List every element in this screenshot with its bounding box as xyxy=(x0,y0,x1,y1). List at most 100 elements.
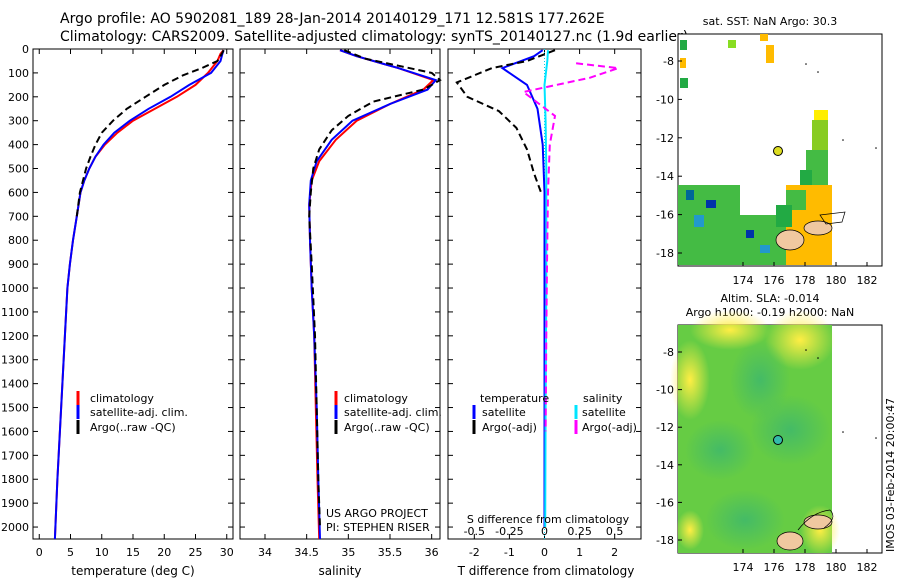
map-x-tick-label: 182 xyxy=(857,561,878,574)
legend-salinity-heading: salinity xyxy=(583,392,623,405)
legend-sal-argo: Argo(-adj) xyxy=(582,421,637,434)
y-tick-label: 600 xyxy=(8,186,29,199)
legend-sal-satellite: satellite xyxy=(582,406,626,419)
y-tick-label: 300 xyxy=(8,115,29,128)
series-line xyxy=(455,49,556,193)
salinity-axes xyxy=(239,48,441,540)
s-tick-label: -0.5 xyxy=(464,525,485,538)
difference-legend: temperature satellite Argo(-adj) salinit… xyxy=(472,392,637,434)
series-line xyxy=(53,49,225,540)
map-y-tick-label: -8 xyxy=(663,55,674,68)
y-tick-label: 900 xyxy=(8,258,29,271)
y-tick-label: 1400 xyxy=(1,378,29,391)
y-tick-label: 200 xyxy=(8,91,29,104)
y-tick-label: 1800 xyxy=(1,473,29,486)
legend-argo: Argo(..raw -QC) xyxy=(344,421,430,434)
map-x-tick-label: 180 xyxy=(826,274,847,287)
x-tick-label: 20 xyxy=(157,546,171,559)
legend-temperature-heading: temperature xyxy=(480,392,549,405)
salinity-xlabel: salinity xyxy=(318,564,361,578)
x-tick-label: -2 xyxy=(469,546,480,559)
x-tick-label: 0 xyxy=(541,546,548,559)
profile-title: Argo profile: AO 5902081_189 28-Jan-2014… xyxy=(60,11,605,27)
x-tick-label: 25 xyxy=(189,546,203,559)
y-tick-label: 700 xyxy=(8,210,29,223)
map-x-tick-label: 176 xyxy=(764,561,785,574)
legend-temp-satellite: satellite xyxy=(482,406,526,419)
x-tick-label: 30 xyxy=(220,546,234,559)
x-tick-label: 1 xyxy=(576,546,583,559)
t-difference-xlabel: T difference from climatology xyxy=(457,564,635,578)
map-x-tick-label: 176 xyxy=(764,274,785,287)
y-tick-label: 400 xyxy=(8,139,29,152)
legend-satellite-adj: satellite-adj. clim. xyxy=(344,406,442,419)
pi-annotation: PI: STEPHEN RISER xyxy=(326,521,430,534)
sst-map xyxy=(677,33,883,267)
map-x-tick-label: 182 xyxy=(857,274,878,287)
argo-float-marker xyxy=(773,435,783,445)
sla-map-title: Altim. SLA: -0.014 xyxy=(720,292,819,305)
map-y-tick-label: -16 xyxy=(656,496,674,509)
s-difference-label: S difference from climatology xyxy=(467,513,630,526)
x-tick-label: 10 xyxy=(95,546,109,559)
x-tick-label: 34.5 xyxy=(294,546,319,559)
sla-map xyxy=(670,310,883,555)
x-tick-label: 2 xyxy=(611,546,618,559)
map-x-tick-label: 174 xyxy=(733,274,754,287)
series-line xyxy=(75,49,225,217)
map-x-tick-label: 174 xyxy=(733,561,754,574)
salinity-legend: climatology satellite-adj. clim. Argo(..… xyxy=(334,391,442,434)
series-line xyxy=(308,49,442,528)
legend-temp-argo: Argo(-adj) xyxy=(482,421,537,434)
y-tick-label: 1900 xyxy=(1,497,29,510)
y-tick-label: 0 xyxy=(22,43,29,56)
y-tick-label: 1700 xyxy=(1,449,29,462)
series-line xyxy=(308,49,438,540)
map-y-tick-label: -16 xyxy=(656,209,674,222)
argo-float-marker xyxy=(773,146,783,156)
legend-satellite-adj: satellite-adj. clim. xyxy=(90,406,188,419)
x-tick-label: 35.5 xyxy=(378,546,403,559)
x-tick-label: 15 xyxy=(126,546,140,559)
map-y-tick-label: -18 xyxy=(656,534,674,547)
climatology-subtitle: Climatology: CARS2009. Satellite-adjuste… xyxy=(60,29,689,45)
map-y-tick-label: -14 xyxy=(656,170,674,183)
s-tick-label: 0 xyxy=(541,525,548,538)
legend-argo: Argo(..raw -QC) xyxy=(90,421,176,434)
s-tick-label: 0.25 xyxy=(567,525,592,538)
series-line xyxy=(308,49,436,540)
project-annotation: US ARGO PROJECT xyxy=(326,507,428,520)
imos-timestamp: IMOS 03-Feb-2014 20:00:47 xyxy=(884,398,897,552)
x-tick-label: 35 xyxy=(341,546,355,559)
map-y-tick-label: -12 xyxy=(656,421,674,434)
x-tick-label: 0 xyxy=(36,546,43,559)
x-tick-label: -1 xyxy=(504,546,515,559)
map-x-tick-label: 178 xyxy=(795,561,816,574)
y-tick-label: 1000 xyxy=(1,282,29,295)
map-x-tick-label: 178 xyxy=(795,274,816,287)
map-y-tick-label: -18 xyxy=(656,247,674,260)
map-y-tick-label: -14 xyxy=(656,459,674,472)
x-tick-label: 5 xyxy=(67,546,74,559)
y-tick-label: 1300 xyxy=(1,354,29,367)
y-tick-label: 1600 xyxy=(1,425,29,438)
y-tick-label: 1500 xyxy=(1,402,29,415)
map-y-tick-label: -8 xyxy=(663,346,674,359)
y-tick-label: 100 xyxy=(8,67,29,80)
map-y-tick-label: -10 xyxy=(656,93,674,106)
legend-climatology: climatology xyxy=(344,392,408,405)
legend-climatology: climatology xyxy=(90,392,154,405)
y-tick-label: 1200 xyxy=(1,330,29,343)
s-tick-label: -0.25 xyxy=(495,525,523,538)
map-x-tick-label: 180 xyxy=(826,561,847,574)
x-tick-label: 36 xyxy=(425,546,439,559)
y-tick-label: 500 xyxy=(8,163,29,176)
temperature-legend: climatology satellite-adj. clim. Argo(..… xyxy=(76,391,188,434)
y-tick-label: 1100 xyxy=(1,306,29,319)
x-tick-label: 34 xyxy=(258,546,272,559)
temperature-axes xyxy=(32,48,234,540)
sst-map-title: sat. SST: NaN Argo: 30.3 xyxy=(703,15,837,28)
temperature-xlabel: temperature (deg C) xyxy=(71,564,194,578)
map-y-tick-label: -12 xyxy=(656,132,674,145)
